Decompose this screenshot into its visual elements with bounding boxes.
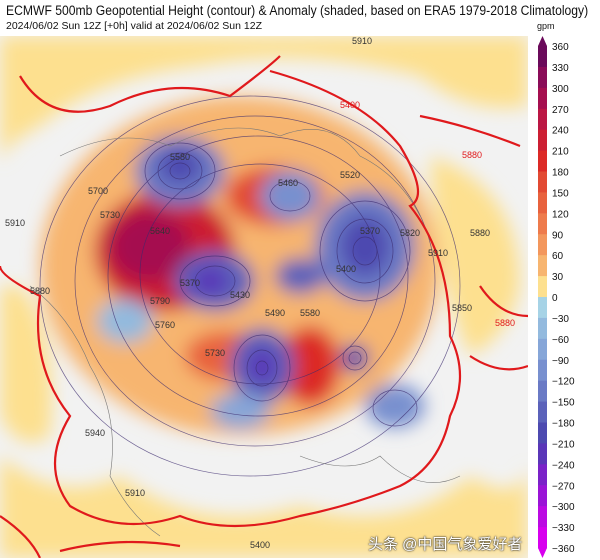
colorbar-bin [538,255,547,277]
contour-label: 5910 [352,36,372,46]
colorbar-bin [538,192,547,214]
contour-label: 5370 [180,278,200,288]
colorbar-tick-label: 120 [552,209,569,220]
colorbar-tick-label: 240 [552,126,569,137]
contour-label: 5490 [265,308,285,318]
colorbar-tick-label: 60 [552,251,564,262]
contour-label: 5460 [278,178,298,188]
colorbar-tick-label: −270 [552,481,575,492]
colorbar-bin [538,401,547,423]
red-contour-label: 5880 [495,318,515,328]
colorbar-tick-label: 300 [552,84,569,95]
colorbar-tick-label: −60 [552,335,569,346]
coastlines [29,127,461,537]
contour-label: 5880 [30,286,50,296]
colorbar-bin [538,276,547,298]
colorbar-bin [538,527,547,549]
colorbar-bin [538,46,547,68]
colorbar-tick-label: −120 [552,377,575,388]
contour-label: 5730 [205,348,225,358]
colorbar-bin [538,129,547,152]
height-contours [39,95,461,477]
contour-label: 5820 [400,228,420,238]
colorbar: 3603303002702402101801501209060300−30−60… [538,36,575,558]
contour-label: 5640 [150,226,170,236]
colorbar-tick-label: 90 [552,230,564,241]
contour-label: 5700 [88,186,108,196]
contour-label: 5910 [428,248,448,258]
colorbar-tick-label: 270 [552,105,569,116]
colorbar-tick-label: −180 [552,419,575,430]
red-contour-label: 5400 [340,100,360,110]
colorbar-tick-label: 30 [552,272,564,283]
contour-label: 5910 [5,218,25,228]
contour-labels: 5910 5880 5910 5580 5700 5730 5640 5460 … [5,36,515,550]
contour-label: 5730 [100,210,120,220]
colorbar-bin [538,150,547,172]
colorbar-bin [538,213,547,235]
colorbar-bin [538,464,547,486]
colorbar-min-arrow [538,548,547,558]
colorbar-tick-label: 180 [552,168,569,179]
anomaly-shading [0,36,528,558]
colorbar-bin [538,297,547,319]
colorbar-bin [538,338,547,361]
figure-title: ECMWF 500mb Geopotential Height (contour… [6,3,589,18]
colorbar-bin [538,234,547,256]
contour-label: 5370 [360,226,380,236]
colorbar-tick-label: 150 [552,188,569,199]
colorbar-tick-label: 330 [552,63,569,74]
colorbar-bin [538,66,547,89]
figure-subtitle: 2024/06/02 Sun 12Z [+0h] valid at 2024/0… [6,20,262,32]
colorbar-bin [538,422,547,444]
contour-label: 5880 [470,228,490,238]
colorbar-bin [538,485,547,507]
colorbar-tick-label: 360 [552,42,569,53]
contour-label: 5850 [452,303,472,313]
contour-label: 5910 [125,488,145,498]
colorbar-bin [538,108,547,131]
watermark: 头条 @中国气象爱好者 [368,536,523,553]
colorbar-bin [538,171,547,193]
contour-label: 5400 [250,540,270,550]
colorbar-tick-label: −90 [552,356,569,367]
polar-stereographic-map: 5910 5880 5910 5580 5700 5730 5640 5460 … [0,36,528,558]
colorbar-tick-label: −210 [552,439,575,450]
contour-label: 5430 [230,290,250,300]
colorbar-bin [538,87,547,110]
contour-label: 5520 [340,170,360,180]
red-contour-label: 5880 [462,150,482,160]
colorbar-tick-label: −360 [552,544,575,555]
colorbar-tick-label: −240 [552,460,575,471]
colorbar-bin [538,443,547,465]
contour-label: 5580 [170,152,190,162]
colorbar-tick-label: 210 [552,147,569,158]
colorbar-bin [538,506,547,528]
colorbar-tick-label: −30 [552,314,569,325]
colorbar-bin [538,380,547,403]
contour-label: 5790 [150,296,170,306]
contour-label: 5580 [300,308,320,318]
contour-label: 5940 [85,428,105,438]
contour-red-outer [0,114,528,558]
contour-label: 5760 [155,320,175,330]
colorbar-tick-label: −150 [552,398,575,409]
contour-label: 5400 [336,264,356,274]
colorbar-tick-label: −330 [552,523,575,534]
colorbar-max-arrow [538,36,547,46]
colorbar-bin [538,359,547,382]
colorbar-tick-label: 0 [552,293,558,304]
contour-5880-red [0,55,462,528]
colorbar-tick-label: −300 [552,502,575,513]
colorbar-bin [538,317,547,340]
colorbar-unit: gpm [537,21,555,31]
